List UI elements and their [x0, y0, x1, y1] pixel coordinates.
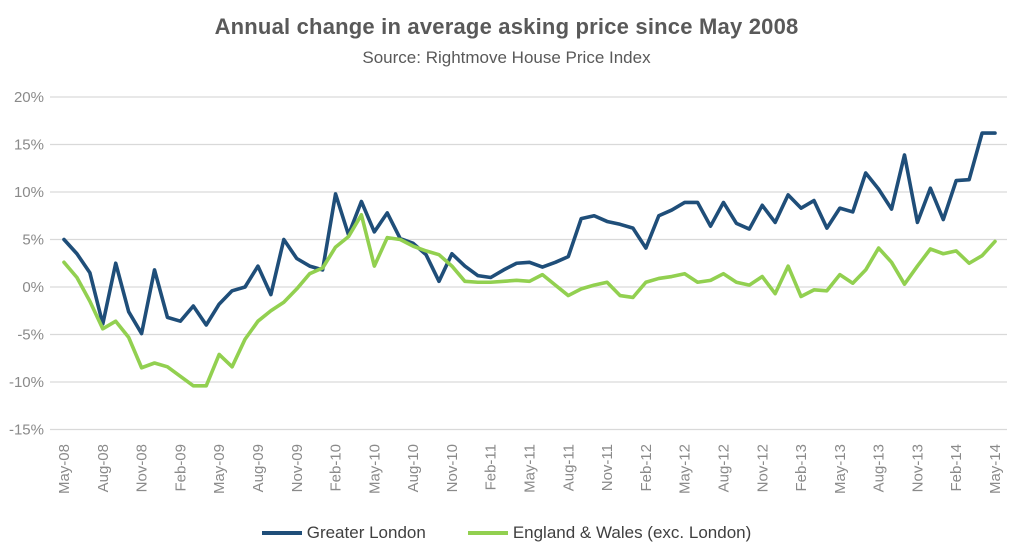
x-axis-tick-label: May-12: [677, 444, 694, 494]
y-axis-tick-label: 5%: [22, 232, 44, 249]
x-axis-tick-label: Feb-13: [793, 444, 810, 492]
y-axis-tick-label: -15%: [9, 422, 44, 439]
x-axis-tick-label: Aug-12: [715, 444, 732, 492]
y-axis-tick-label: -5%: [17, 327, 44, 344]
legend-line-swatch-england-wales: [467, 531, 508, 535]
x-axis-tick-label: Nov-12: [754, 444, 771, 492]
plot-area: 20% 15% 10% 5% 0% -5% -10% -15% May-08 Aug-08 Nov-…: [9, 89, 1007, 494]
x-axis-tick-label: Aug-13: [871, 444, 888, 492]
x-axis-tick-label: Nov-09: [289, 444, 306, 492]
legend-item-greater-london: Greater London: [261, 523, 426, 543]
x-axis-tick-label: Nov-11: [599, 444, 616, 491]
y-axis-tick-label: -10%: [9, 374, 44, 391]
x-axis-tick-label: May-13: [832, 444, 849, 494]
series-line-greater-london: [62, 131, 997, 336]
y-axis-tick-label: 0%: [22, 279, 44, 296]
x-axis-tick-label: May-08: [56, 444, 73, 494]
y-axis-tick-label: 20%: [14, 89, 44, 106]
x-axis-tick-label: Nov-08: [134, 444, 151, 492]
legend-item-england-wales: England & Wales (exc. London): [467, 523, 752, 543]
legend-line-swatch-greater-london: [261, 531, 302, 535]
x-axis-tick-label: May-14: [987, 444, 1004, 494]
x-axis-tick-label: May-11: [522, 444, 539, 493]
legend: Greater London England & Wales (exc. Lon…: [0, 523, 1013, 543]
legend-label-greater-london: Greater London: [306, 523, 426, 542]
y-axis-tick-label: 10%: [14, 184, 44, 201]
y-axis-tick-label: 15%: [14, 137, 44, 154]
x-axis-tick-label: May-10: [366, 444, 383, 494]
x-axis-tick-label: Feb-12: [638, 444, 655, 492]
x-axis-tick-label: Feb-10: [328, 444, 345, 492]
x-axis-tick-label: Feb-09: [172, 444, 189, 492]
chart-title: Annual change in average asking price si…: [214, 14, 799, 39]
chart-subtitle: Source: Rightmove House Price Index: [362, 48, 651, 67]
x-axis-tick-label: Nov-10: [444, 444, 461, 492]
x-axis-tick-label: Feb-11: [483, 444, 500, 490]
x-axis-tick-label: Aug-08: [95, 444, 112, 492]
x-axis-tick-label: Nov-13: [909, 444, 926, 492]
x-axis-tick-label: Feb-14: [948, 444, 965, 492]
x-axis-tick-label: Aug-09: [250, 444, 267, 492]
legend-label-england-wales: England & Wales (exc. London): [512, 523, 752, 542]
x-axis-tick-label: Aug-10: [405, 444, 422, 492]
x-axis-tick-label: May-09: [211, 444, 228, 494]
series-line-england-wales-exc-london: [62, 213, 997, 388]
x-axis-tick-label: Aug-11: [560, 444, 577, 491]
